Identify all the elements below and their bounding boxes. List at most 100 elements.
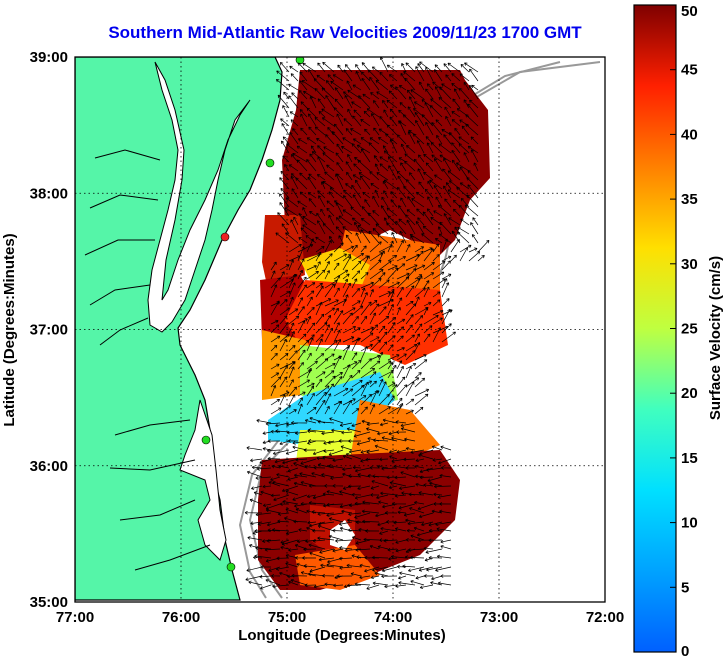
velocity-vector: [441, 278, 448, 289]
velocity-vector: [396, 272, 410, 280]
velocity-vector: [468, 251, 481, 262]
velocity-vector: [405, 244, 411, 253]
velocity-vector: [430, 142, 443, 154]
velocity-vector: [348, 474, 362, 478]
velocity-vector: [311, 510, 326, 514]
velocity-vector: [427, 196, 434, 208]
velocity-vector: [399, 230, 407, 244]
velocity-vector: [307, 520, 317, 525]
velocity-vector: [270, 300, 280, 316]
velocity-vector: [345, 452, 362, 460]
velocity-vector: [351, 300, 361, 307]
x-axis-label: Longitude (Degrees:Minutes): [238, 627, 446, 644]
velocity-vector: [320, 208, 326, 217]
velocity-vector: [266, 539, 281, 543]
velocity-vector: [463, 81, 470, 91]
velocity-vector: [309, 551, 326, 559]
radar-station-marker: [265, 158, 275, 168]
velocity-vector: [395, 86, 407, 100]
velocity-vector: [333, 242, 344, 253]
velocity-vector: [326, 502, 344, 507]
velocity-vector: [360, 148, 371, 163]
velocity-vector: [308, 126, 317, 136]
velocity-vector: [372, 228, 380, 235]
velocity-vector: [333, 338, 342, 352]
velocity-vector: [306, 290, 315, 298]
velocity-vector: [331, 131, 344, 145]
velocity-vector: [282, 458, 299, 465]
velocity-vector: [414, 388, 430, 397]
velocity-vector: [465, 123, 479, 136]
velocity-vector: [422, 211, 434, 226]
velocity-vector: [292, 494, 308, 501]
velocity-vector: [291, 92, 299, 100]
velocity-vector: [347, 583, 362, 588]
velocity-vector: [279, 394, 286, 406]
velocity-vector: [342, 399, 352, 415]
velocity-vector: [308, 173, 317, 181]
velocity-vector: [398, 575, 407, 580]
colorbar-tick-label: 40: [681, 126, 698, 143]
velocity-vector: [265, 422, 281, 426]
velocity-vector: [279, 290, 291, 298]
velocity-vector: [397, 510, 407, 515]
velocity-patch: [262, 215, 305, 290]
velocity-vector: [426, 467, 443, 472]
velocity-vector: [324, 405, 330, 415]
velocity-vector: [351, 379, 363, 388]
velocity-vector: [355, 548, 371, 552]
velocity-vector: [360, 272, 369, 280]
velocity-vector: [290, 175, 299, 190]
velocity-vector: [469, 68, 479, 82]
velocity-vector: [361, 509, 380, 514]
velocity-vector: [441, 282, 450, 298]
velocity-vector: [447, 189, 461, 199]
velocity-vector: [360, 332, 374, 343]
velocity-vector: [423, 325, 433, 334]
velocity-vector: [386, 124, 398, 136]
velocity-vector: [277, 212, 290, 226]
velocity-vector: [428, 555, 443, 560]
velocity-vector: [417, 503, 434, 511]
y-axis: 35:00 36:00 37:00 38:00 39:00: [30, 49, 68, 611]
velocity-vector: [467, 184, 479, 199]
velocity-vector: [421, 521, 434, 527]
velocity-vector: [339, 545, 353, 550]
velocity-vector: [348, 512, 362, 517]
velocity-vector: [376, 494, 389, 500]
velocity-vector: [384, 510, 398, 515]
velocity-vector: [279, 405, 291, 415]
velocity-vector: [293, 519, 308, 524]
velocity-vector: [396, 430, 407, 435]
velocity-vector: [387, 281, 400, 289]
velocity-vector: [416, 208, 425, 217]
velocity-vector: [378, 272, 386, 280]
velocity-vector: [293, 481, 308, 487]
velocity-vector: [351, 244, 358, 253]
velocity-vector: [315, 378, 323, 388]
velocity-vector: [369, 390, 378, 406]
velocity-vector: [423, 153, 434, 163]
y-axis-label: Latitude (Degrees:Minutes): [1, 233, 18, 426]
velocity-vector: [342, 282, 351, 298]
velocity-vector: [345, 234, 353, 244]
velocity-vector: [297, 349, 306, 361]
velocity-vector: [334, 87, 344, 100]
velocity-vector: [356, 440, 371, 446]
velocity-vector: [321, 473, 335, 478]
velocity-vector: [387, 215, 398, 226]
velocity-vector: [270, 493, 281, 498]
velocity-vector: [414, 359, 428, 370]
velocity-vector: [399, 571, 416, 577]
velocity-vector: [437, 581, 452, 586]
velocity-vector: [404, 77, 416, 91]
velocity-vector: [378, 500, 389, 505]
velocity-vector: [469, 99, 479, 109]
velocity-vector: [342, 256, 352, 271]
x-tick-label: 72:00: [586, 609, 624, 626]
velocity-vector: [443, 134, 452, 145]
velocity-vector: [405, 285, 415, 298]
velocity-vector: [463, 152, 470, 163]
velocity-vector: [297, 333, 307, 343]
velocity-vector: [308, 113, 317, 127]
